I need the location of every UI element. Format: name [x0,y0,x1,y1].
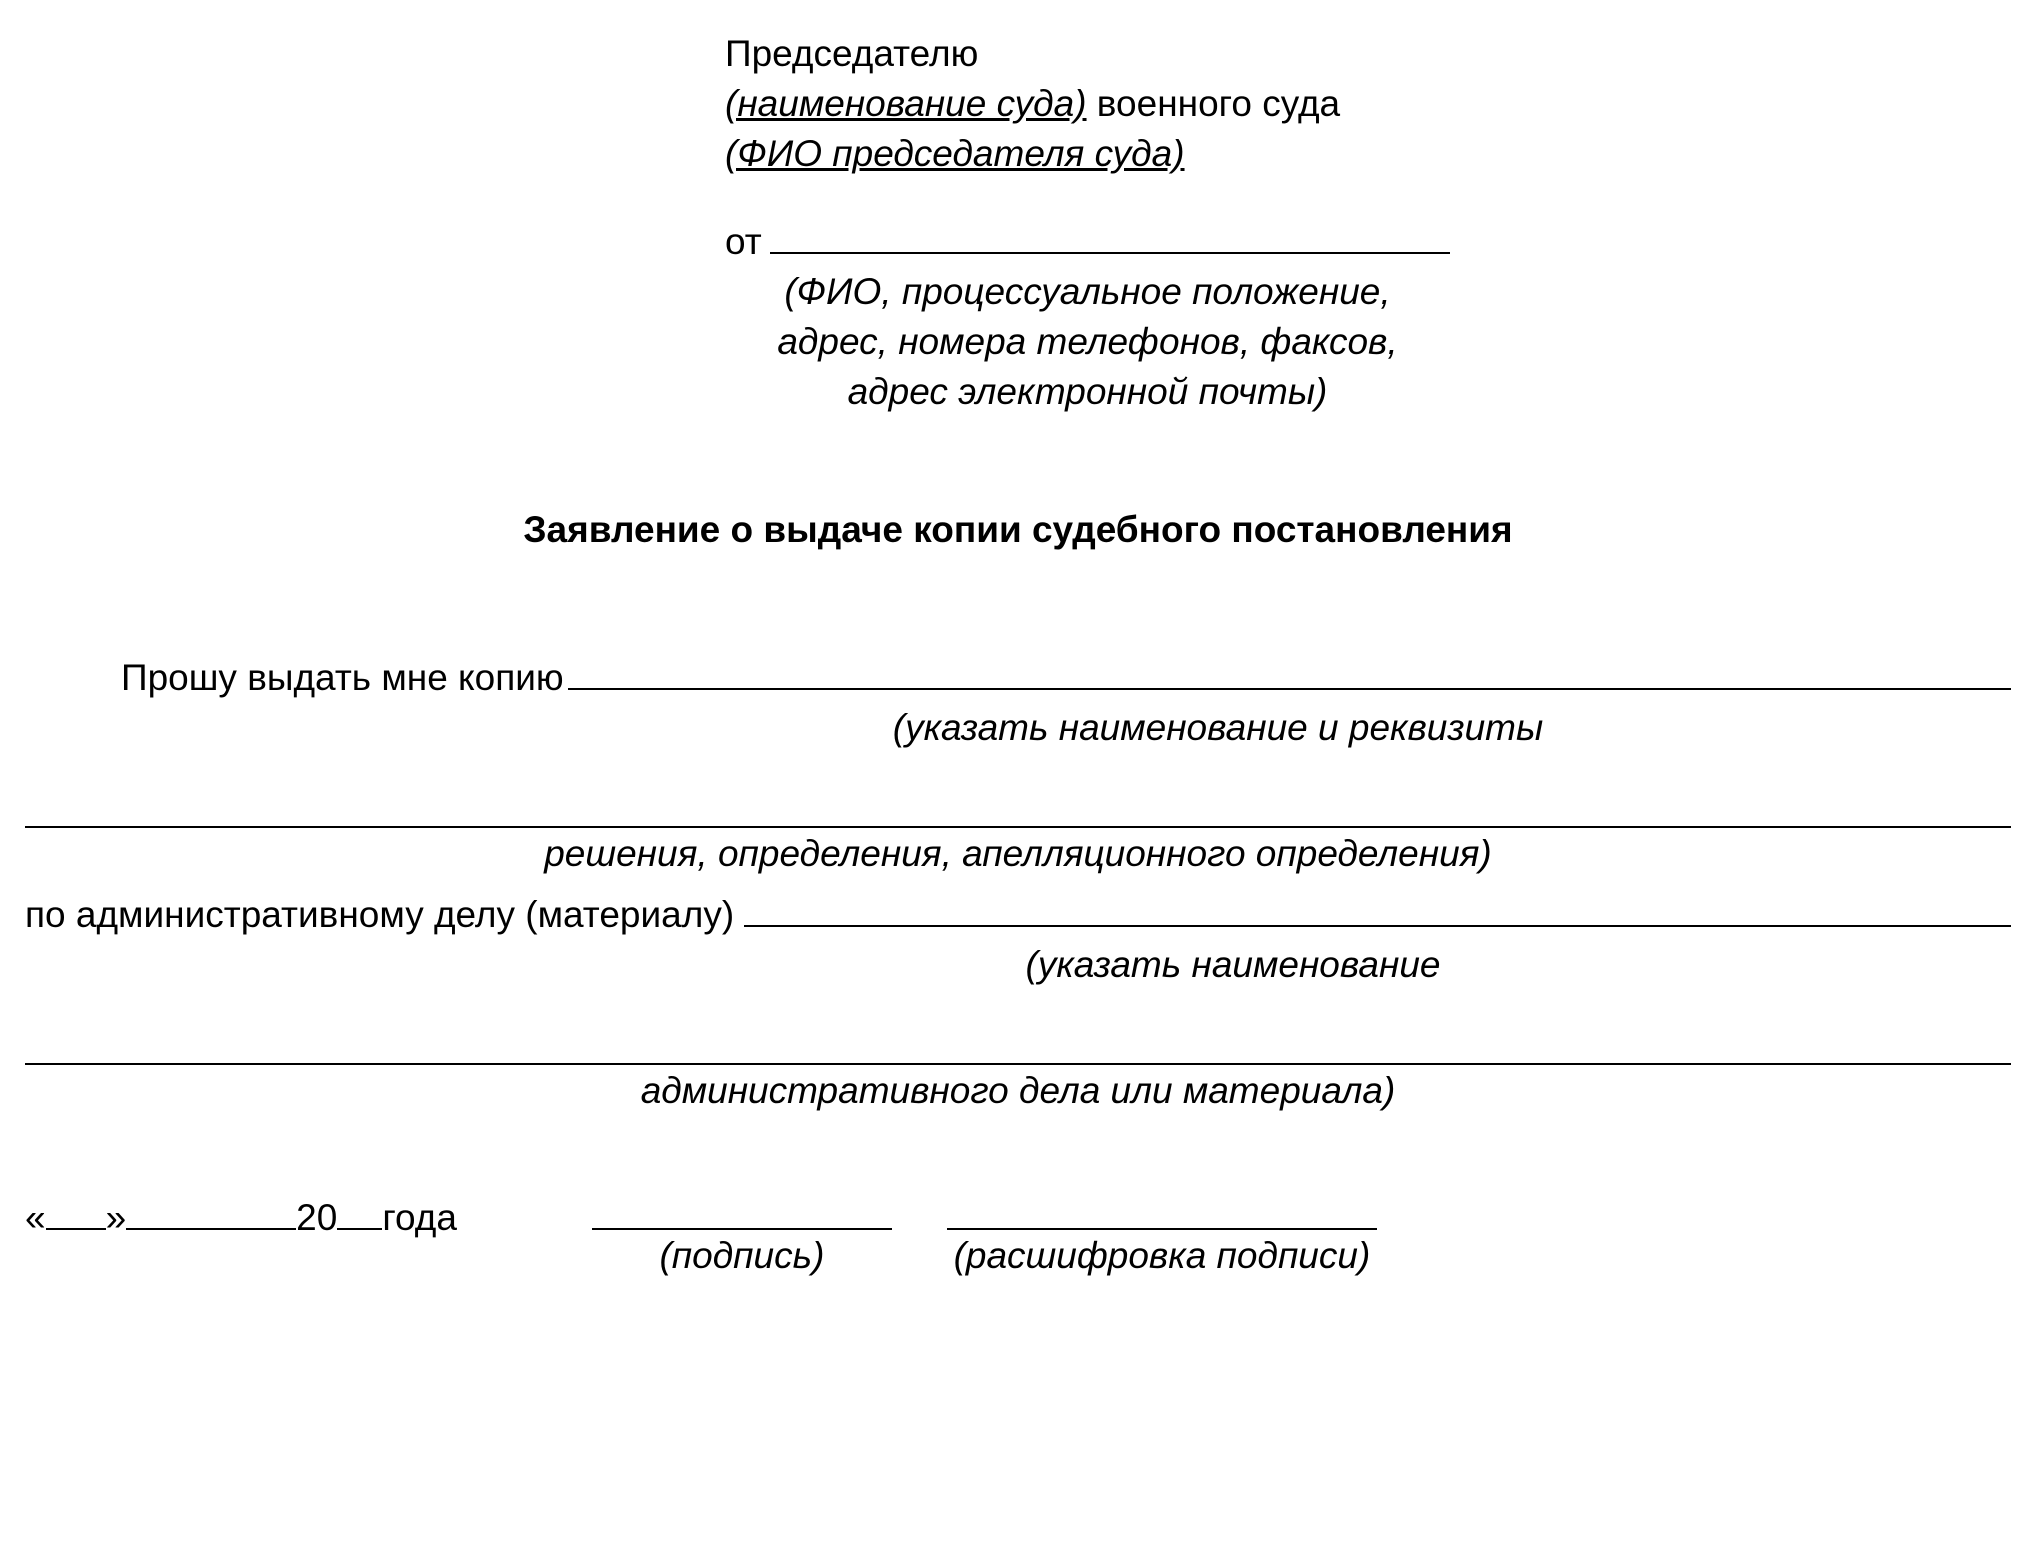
chairman-fio-placeholder: (ФИО председателя суда) [725,133,1185,174]
year-prefix: 20 [296,1194,337,1242]
case-prefix: по административному делу (материалу) [25,891,734,939]
case-hint-1: (указать наименование [25,941,2011,989]
document-blank-line-2[interactable] [25,787,2011,828]
from-label: от [725,218,762,266]
document-title: Заявление о выдаче копии судебного поста… [25,506,2011,554]
quote-open: « [25,1194,46,1242]
court-name-placeholder: (наименование суда) [725,83,1087,124]
addressee-block: Председателю (наименование суда) военног… [725,30,1450,416]
date-signature-row: « » 20 года (подпись) (расшифровка подпи… [25,1190,2011,1281]
request-row: Прошу выдать мне копию [25,649,2011,702]
request-prefix: Прошу выдать мне копию [121,654,564,702]
date-day-blank[interactable] [46,1192,106,1231]
case-blank-line-1[interactable] [744,886,2011,927]
signature-block: (подпись) [592,1190,892,1281]
quote-close: » [106,1194,127,1242]
case-blank-line-2[interactable] [25,1024,2011,1065]
court-type: военного суда [1087,83,1341,124]
from-row: от [725,213,1450,266]
to-label: Председателю [725,33,978,74]
from-blank-line[interactable] [770,213,1450,254]
from-hint-1: (ФИО, процессуальное положение, [725,268,1450,316]
date-month-blank[interactable] [126,1192,296,1231]
case-row: по административному делу (материалу) [25,886,2011,939]
document-blank-line-1[interactable] [568,649,2011,690]
date-year-blank[interactable] [337,1192,382,1231]
year-suffix: года [382,1194,457,1242]
court-line: (наименование суда) военного суда [725,80,1450,128]
case-hint-2: административного дела или материала) [25,1067,2011,1115]
signature-hint: (подпись) [659,1232,824,1280]
signature-blank[interactable] [592,1190,892,1231]
from-hint-3: адрес электронной почты) [725,368,1450,416]
decipher-hint: (расшифровка подписи) [954,1232,1371,1280]
body-section: Прошу выдать мне копию (указать наименов… [25,649,2011,1114]
document-hint-2: решения, определения, апелляционного опр… [25,830,2011,878]
chairman-line: (ФИО председателя суда) [725,130,1450,178]
date-block: « » 20 года [25,1192,457,1243]
decipher-blank[interactable] [947,1190,1377,1231]
decipher-block: (расшифровка подписи) [947,1190,1377,1281]
to-line: Председателю [725,30,1450,78]
document-hint-1: (указать наименование и реквизиты [25,704,2011,752]
from-hint-2: адрес, номера телефонов, факсов, [725,318,1450,366]
